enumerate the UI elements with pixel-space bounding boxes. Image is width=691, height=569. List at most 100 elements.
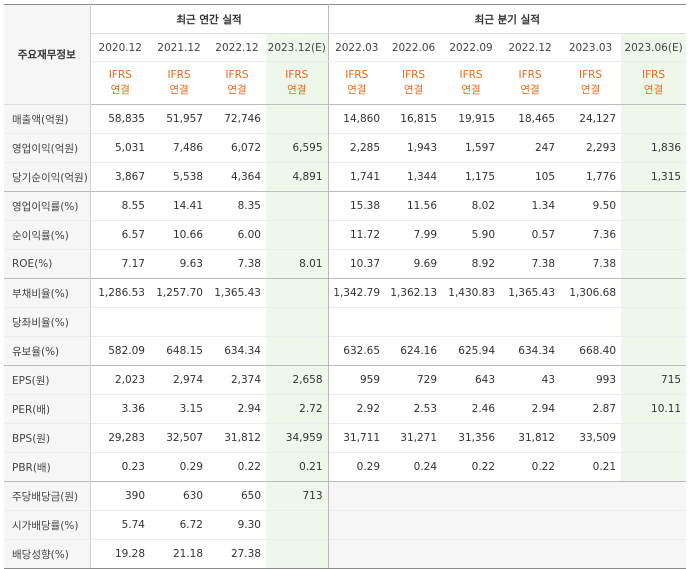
table-row: 영업이익률(%) 8.55 14.41 8.35 15.38 11.56 8.02 1.34 9…: [4, 191, 687, 221]
table-cell: [266, 278, 329, 308]
table-cell: 959: [328, 365, 386, 395]
table-cell: 21.18: [150, 539, 208, 569]
table-row: 시가배당률(%) 5.74 6.72 9.30: [4, 510, 687, 540]
table-cell: 51,957: [150, 104, 208, 134]
table-cell: 11.72: [328, 220, 386, 250]
table-cell: 6.72: [150, 510, 208, 540]
table-cell: 2.72: [266, 394, 329, 424]
table-cell: 6.57: [90, 220, 150, 250]
table-cell: [328, 307, 386, 337]
ifrs-label: IFRS 연결: [621, 61, 687, 105]
row-label: 순이익률(%): [4, 220, 91, 250]
table-cell: 14.41: [150, 191, 208, 221]
ifrs-label-bottom: 연결: [643, 84, 664, 96]
table-cell: 6,072: [208, 133, 266, 163]
table-cell: 1,175: [442, 162, 501, 192]
table-cell: [500, 510, 561, 540]
table-cell: [150, 307, 208, 337]
ifrs-label-bottom: 연결: [403, 84, 424, 96]
table-cell: 27.38: [208, 539, 266, 569]
table-cell: 31,711: [328, 423, 386, 453]
table-row: 순이익률(%) 6.57 10.66 6.00 11.72 7.99 5.90 0.57 7.3…: [4, 220, 687, 250]
table-cell: 3.36: [90, 394, 150, 424]
annual-title: 최근 연간 실적: [90, 4, 329, 34]
table-cell: 0.22: [208, 452, 266, 482]
table-cell: [266, 510, 329, 540]
table-cell: [385, 539, 443, 569]
table-cell: 1,315: [621, 162, 687, 192]
table-row: EPS(원) 2,023 2,974 2,374 2,658 959 729 643 43 993…: [4, 365, 687, 395]
table-cell: [621, 307, 687, 337]
table-cell: 31,812: [500, 423, 561, 453]
table-cell: 3.15: [150, 394, 208, 424]
table-row: ROE(%) 7.17 9.63 7.38 8.01 10.37 9.69 8.92 7.38 7…: [4, 249, 687, 279]
table-cell: 31,812: [208, 423, 266, 453]
table-cell: [621, 249, 687, 279]
table-cell: [621, 452, 687, 482]
ifrs-label-top: IFRS: [225, 69, 249, 81]
table-cell: 8.35: [208, 191, 266, 221]
ifrs-label: IFRS 연결: [560, 61, 622, 105]
table-cell: 11.56: [385, 191, 443, 221]
period-header: 2020.12: [90, 33, 150, 62]
ifrs-label: IFRS 연결: [90, 61, 150, 105]
table-cell: 0.29: [328, 452, 386, 482]
table-cell: 668.40: [560, 336, 622, 366]
table-cell: [208, 307, 266, 337]
table-cell: [442, 481, 501, 511]
ifrs-label: IFRS 연결: [150, 61, 208, 105]
ifrs-label-bottom: 연결: [347, 84, 367, 96]
table-cell: 6,595: [266, 133, 329, 163]
table-cell: 2,974: [150, 365, 208, 395]
table-cell: 1,430.83: [442, 278, 501, 308]
row-label: 당좌비율(%): [4, 307, 91, 337]
row-label: 유보율(%): [4, 336, 91, 366]
table-cell: 2,285: [328, 133, 386, 163]
table-row: PBR(배) 0.23 0.29 0.22 0.21 0.29 0.24 0.22 0.22 0.…: [4, 452, 687, 482]
table-cell: 5,031: [90, 133, 150, 163]
table-cell: 1,306.68: [560, 278, 622, 308]
table-cell: 72,746: [208, 104, 266, 134]
table-row: 주당배당금(원) 390 630 650 713: [4, 481, 687, 511]
table-cell: 2,023: [90, 365, 150, 395]
table-cell: [621, 423, 687, 453]
ifrs-label-bottom: 연결: [461, 84, 481, 96]
table-cell: 9.30: [208, 510, 266, 540]
table-cell: 624.16: [385, 336, 443, 366]
ifrs-label-top: IFRS: [642, 69, 666, 81]
table-row: 영업이익(억원) 5,031 7,486 6,072 6,595 2,285 1,943 1,…: [4, 133, 687, 163]
row-label: 영업이익(억원): [4, 133, 91, 163]
table-cell: 0.22: [500, 452, 561, 482]
table-cell: [266, 307, 329, 337]
table-cell: 650: [208, 481, 266, 511]
ifrs-label-bottom: 연결: [520, 84, 540, 96]
table-cell: [621, 510, 687, 540]
table-cell: 6.00: [208, 220, 266, 250]
table-cell: 625.94: [442, 336, 501, 366]
table-cell: 2.92: [328, 394, 386, 424]
table-row: BPS(원) 29,283 32,507 31,812 34,959 31,711 31,2…: [4, 423, 687, 453]
ifrs-label: IFRS 연결: [385, 61, 443, 105]
table-cell: 643: [442, 365, 501, 395]
table-cell: 1,362.13: [385, 278, 443, 308]
ifrs-label-bottom: 연결: [287, 84, 307, 96]
table-cell: 1,365.43: [208, 278, 266, 308]
table-cell: 713: [266, 481, 329, 511]
table-cell: 10.11: [621, 394, 687, 424]
ifrs-label: IFRS 연결: [500, 61, 561, 105]
table-cell: 5.90: [442, 220, 501, 250]
ifrs-label-top: IFRS: [401, 69, 426, 81]
table-cell: 632.65: [328, 336, 386, 366]
table-cell: 8.92: [442, 249, 501, 279]
row-label: EPS(원): [4, 365, 91, 395]
table-cell: 1,286.53: [90, 278, 150, 308]
ifrs-label-bottom: 연결: [169, 84, 189, 96]
table-cell: [266, 336, 329, 366]
period-header-estimate: 2023.06(E): [621, 33, 687, 62]
ifrs-label-bottom: 연결: [110, 84, 130, 96]
table-cell: 582.09: [90, 336, 150, 366]
financial-summary-table: 주요재무정보 최근 연간 실적 최근 분기 실적 2020.12 2021.12…: [4, 4, 687, 569]
table-cell: 7.38: [560, 249, 622, 279]
table-cell: 34,959: [266, 423, 329, 453]
table-cell: 390: [90, 481, 150, 511]
